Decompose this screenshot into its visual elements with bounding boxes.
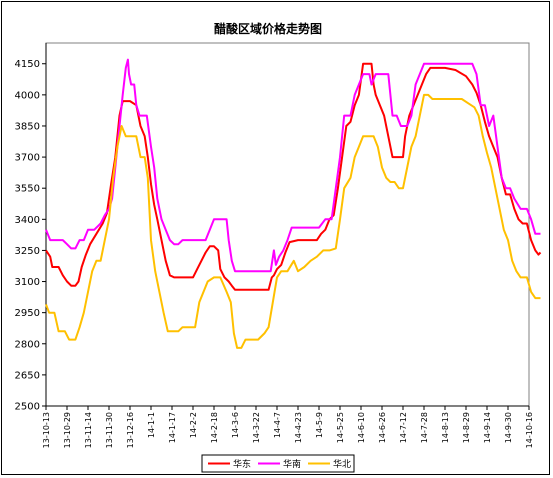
plot-area xyxy=(45,42,530,407)
legend-label-2: 华北 xyxy=(333,458,351,470)
x-tick-label: 14-2-2 xyxy=(189,412,198,438)
y-tick-label: 3250 xyxy=(15,246,40,257)
x-tick-label: 14-4-23 xyxy=(294,412,303,443)
x-axis: 13-10-13 13-10-29 13-11-14 13-11-30 13-12-16… xyxy=(42,405,534,448)
legend-label-1: 华南 xyxy=(283,458,301,470)
x-tick-label: 14-1-17 xyxy=(168,412,177,443)
x-tick-label: 13-11-30 xyxy=(105,412,114,448)
y-tick-label: 3700 xyxy=(15,153,40,164)
y-tick-label: 3850 xyxy=(15,121,40,132)
y-tick-label: 2950 xyxy=(15,308,40,319)
y-axis: 2500 2650 2800 2950 3100 3250 3400 3550 3700 3850… xyxy=(15,43,47,413)
legend: 华东 华南 华北 xyxy=(201,454,355,473)
y-tick-label: 3400 xyxy=(15,215,40,226)
y-tick-label: 2500 xyxy=(15,402,40,413)
x-tick-label: 14-7-28 xyxy=(420,412,429,443)
x-tick-label: 14-4-7 xyxy=(273,412,282,438)
x-tick-label: 14-6-26 xyxy=(378,412,387,443)
x-tick-label: 14-9-14 xyxy=(483,412,492,443)
x-tick-label: 14-9-30 xyxy=(504,412,513,443)
series-line-2 xyxy=(45,93,541,349)
plot-border xyxy=(45,42,530,407)
x-tick-label: 13-12-16 xyxy=(126,412,135,448)
x-tick-label: 14-10-16 xyxy=(525,412,534,448)
x-tick-label: 14-3-22 xyxy=(252,412,261,443)
x-tick-label: 14-1-1 xyxy=(147,412,156,438)
x-tick-label: 14-8-29 xyxy=(462,412,471,443)
chart-title: 醋酸区域价格走势图 xyxy=(214,21,322,36)
y-tick-label: 4150 xyxy=(15,59,40,70)
x-tick-label: 14-5-9 xyxy=(315,412,324,438)
x-tick-label: 13-10-13 xyxy=(42,412,51,448)
series-group xyxy=(45,58,542,349)
x-tick-label: 13-10-29 xyxy=(63,412,72,448)
legend-label-0: 华东 xyxy=(233,458,251,470)
x-tick-label: 14-5-25 xyxy=(336,412,345,443)
y-tick-label: 2650 xyxy=(15,370,40,381)
x-tick-label: 14-3-6 xyxy=(231,412,240,438)
x-tick-label: 14-8-13 xyxy=(441,412,450,443)
x-tick-label: 14-2-18 xyxy=(210,412,219,443)
x-tick-label: 14-6-10 xyxy=(357,412,366,443)
y-tick-label: 3100 xyxy=(15,277,40,288)
x-tick-label: 14-7-12 xyxy=(399,412,408,443)
y-tick-label: 3550 xyxy=(15,184,40,195)
y-tick-label: 2800 xyxy=(15,339,40,350)
y-tick-label: 4000 xyxy=(15,90,40,101)
series-line-1 xyxy=(45,58,541,273)
x-tick-label: 13-11-14 xyxy=(84,412,93,448)
